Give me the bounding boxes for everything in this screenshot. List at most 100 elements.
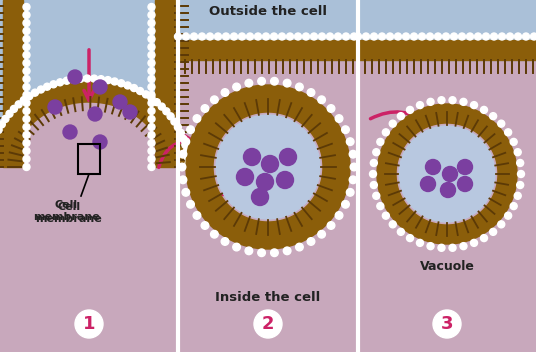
- Circle shape: [233, 243, 240, 251]
- Circle shape: [386, 33, 393, 40]
- Circle shape: [148, 59, 155, 67]
- Circle shape: [70, 76, 77, 83]
- Circle shape: [75, 310, 103, 338]
- Circle shape: [130, 84, 138, 92]
- Circle shape: [182, 189, 190, 196]
- Circle shape: [198, 33, 205, 40]
- Circle shape: [302, 33, 309, 40]
- Circle shape: [148, 100, 155, 107]
- Circle shape: [193, 115, 201, 122]
- Circle shape: [416, 239, 423, 246]
- Circle shape: [179, 150, 187, 158]
- Circle shape: [370, 182, 377, 189]
- Circle shape: [23, 139, 30, 146]
- Circle shape: [438, 244, 445, 251]
- Circle shape: [178, 163, 186, 171]
- Polygon shape: [0, 82, 185, 167]
- Circle shape: [354, 33, 361, 40]
- Circle shape: [471, 239, 478, 246]
- Circle shape: [389, 221, 396, 228]
- Circle shape: [480, 234, 488, 241]
- Text: Inside the cell: Inside the cell: [215, 291, 321, 304]
- Circle shape: [377, 203, 384, 209]
- Circle shape: [148, 156, 155, 163]
- Text: 2: 2: [262, 315, 274, 333]
- Circle shape: [433, 310, 461, 338]
- Circle shape: [373, 149, 380, 156]
- Text: Cell
membrane: Cell membrane: [33, 200, 99, 222]
- Text: Outside the cell: Outside the cell: [209, 5, 327, 18]
- Circle shape: [182, 142, 189, 149]
- Circle shape: [15, 101, 22, 108]
- Circle shape: [23, 115, 30, 122]
- Circle shape: [490, 33, 497, 40]
- Circle shape: [63, 77, 70, 84]
- Circle shape: [111, 78, 118, 85]
- Circle shape: [148, 107, 155, 114]
- Circle shape: [438, 97, 445, 104]
- Circle shape: [222, 33, 229, 40]
- Circle shape: [460, 243, 467, 250]
- Circle shape: [174, 124, 181, 131]
- Circle shape: [258, 249, 265, 257]
- Circle shape: [148, 83, 155, 90]
- Circle shape: [98, 76, 105, 83]
- Circle shape: [394, 33, 401, 40]
- Circle shape: [179, 176, 187, 184]
- Circle shape: [23, 156, 30, 163]
- Circle shape: [206, 33, 213, 40]
- Circle shape: [84, 75, 91, 82]
- Circle shape: [183, 147, 190, 155]
- Bar: [155, 0, 175, 167]
- Circle shape: [349, 176, 357, 184]
- Circle shape: [48, 100, 62, 114]
- Circle shape: [362, 33, 369, 40]
- Circle shape: [20, 96, 27, 103]
- Circle shape: [318, 33, 325, 40]
- Circle shape: [26, 93, 33, 100]
- Circle shape: [327, 222, 335, 229]
- Circle shape: [341, 126, 349, 133]
- Circle shape: [427, 98, 434, 105]
- Circle shape: [350, 163, 358, 171]
- Circle shape: [369, 170, 376, 177]
- Circle shape: [163, 108, 170, 115]
- Circle shape: [245, 247, 252, 254]
- Circle shape: [187, 201, 195, 208]
- Circle shape: [378, 33, 385, 40]
- Circle shape: [279, 149, 296, 165]
- Circle shape: [421, 176, 435, 191]
- Circle shape: [373, 192, 380, 199]
- Circle shape: [23, 51, 30, 58]
- Circle shape: [32, 89, 39, 96]
- Circle shape: [458, 159, 473, 175]
- Bar: [78, 144, 100, 174]
- Polygon shape: [377, 104, 517, 244]
- Circle shape: [143, 91, 150, 98]
- Circle shape: [38, 86, 44, 93]
- Circle shape: [310, 33, 317, 40]
- Circle shape: [193, 212, 201, 219]
- Circle shape: [23, 75, 30, 82]
- Bar: [178, 40, 358, 60]
- Circle shape: [93, 135, 107, 149]
- Circle shape: [23, 83, 30, 90]
- Circle shape: [153, 99, 160, 106]
- Circle shape: [118, 80, 125, 87]
- Circle shape: [43, 83, 50, 90]
- Circle shape: [68, 70, 82, 84]
- Circle shape: [105, 77, 111, 84]
- Bar: [178, 0, 358, 50]
- Circle shape: [23, 92, 30, 99]
- Circle shape: [23, 100, 30, 107]
- Circle shape: [158, 103, 165, 110]
- Circle shape: [370, 159, 377, 166]
- Circle shape: [480, 106, 488, 113]
- Circle shape: [262, 156, 279, 172]
- Circle shape: [427, 33, 434, 40]
- Circle shape: [23, 12, 30, 19]
- Circle shape: [341, 201, 349, 208]
- Circle shape: [182, 33, 190, 40]
- Circle shape: [382, 212, 389, 219]
- Circle shape: [50, 81, 57, 88]
